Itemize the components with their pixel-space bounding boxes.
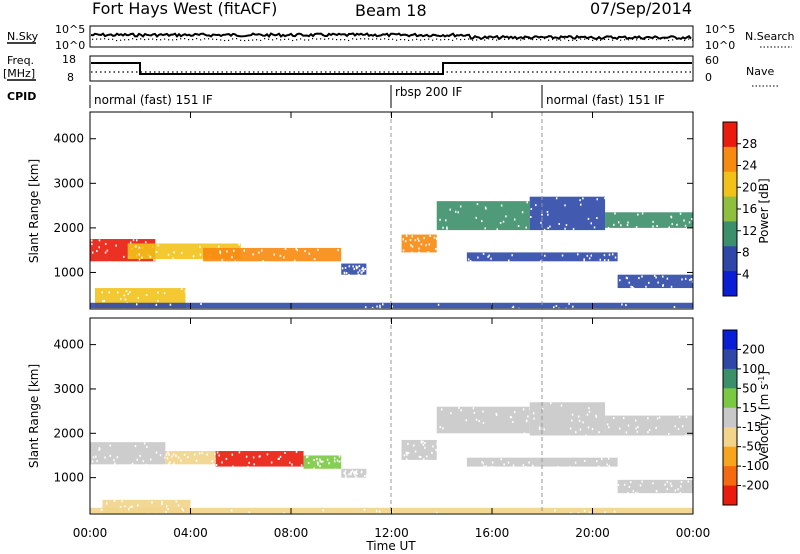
- nave-tick-bottom: 0: [705, 71, 712, 84]
- time-xtick-5: 20:00: [575, 526, 610, 540]
- velocity-band-10: [617, 479, 693, 494]
- freq-tick-top: 18: [62, 53, 76, 66]
- cpid-segment-3: normal (fast) 151 IF: [546, 93, 665, 107]
- time-xtick-2: 08:00: [274, 526, 309, 540]
- nsky-trace: [90, 32, 692, 41]
- velocity-colorbar-swatch-4: [723, 407, 737, 428]
- nsky-tick-bottom: 10^0: [55, 39, 85, 52]
- time-xtick-4: 16:00: [475, 526, 510, 540]
- velocity-colorbar-tick-1: -100: [742, 459, 769, 473]
- nsearch-label: N.Search: [745, 30, 795, 43]
- date-title: 07/Sep/2014: [590, 0, 692, 18]
- freq-tick-bottom: 8: [67, 71, 74, 84]
- velocity-colorbar-swatch-3: [723, 388, 737, 409]
- power-colorbar-tick-5: 24: [742, 159, 757, 173]
- velocity-ytick-3: 4000: [53, 338, 84, 352]
- velocity-colorbar-swatch-8: [723, 485, 737, 506]
- velocity-y-label: Slant Range [km]: [27, 364, 41, 468]
- power-band-9: [466, 252, 618, 262]
- nave-tick-top: 60: [705, 54, 719, 67]
- nsky-tick-top: 10^5: [55, 23, 85, 36]
- velocity-colorbar-swatch-0: [723, 330, 737, 350]
- power-ytick-2: 3000: [53, 176, 84, 190]
- time-xtick-3: 12:00: [374, 526, 409, 540]
- power-colorbar-tick-3: 16: [742, 202, 757, 216]
- velocity-band-1: [165, 451, 216, 465]
- velocity-band-0: [90, 442, 166, 465]
- time-xtick-0: 00:00: [73, 526, 108, 540]
- nsearch-trace: [92, 38, 694, 42]
- velocity-band-8: [605, 415, 693, 436]
- power-colorbar-tick-1: 8: [742, 246, 750, 260]
- velocity-colorbar-swatch-6: [723, 446, 737, 467]
- power-colorbar-tick-6: 28: [742, 137, 757, 151]
- power-colorbar-swatch-2: [723, 171, 737, 198]
- freq-trace: [91, 62, 692, 75]
- power-ytick-1: 2000: [53, 221, 84, 235]
- power-colorbar-swatch-6: [723, 271, 737, 297]
- power-colorbar: 4 8 12 16 20 24 28: [722, 121, 757, 297]
- velocity-band-9: [466, 457, 618, 467]
- power-y-axis: 1000 2000 3000 4000: [53, 132, 693, 279]
- power-colorbar-swatch-5: [723, 246, 737, 272]
- power-ytick-0: 1000: [53, 265, 84, 279]
- power-band-3: [203, 247, 342, 262]
- velocity-colorbar-swatch-5: [723, 427, 737, 448]
- cpid-segment-2: rbsp 200 IF: [395, 85, 462, 99]
- velocity-colorbar-swatch-7: [723, 466, 737, 487]
- velocity-ytick-0: 1000: [53, 471, 84, 485]
- power-y-label: Slant Range [km]: [27, 159, 41, 263]
- velocity-band-5: [401, 439, 437, 460]
- time-x-axis: 00:00 04:00 08:00 12:00 16:00 20:00 00:00: [73, 112, 711, 540]
- velocity-colorbar-tick-6: 100: [742, 362, 765, 376]
- power-colorbar-swatch-3: [723, 196, 737, 222]
- velocity-colorbar-swatch-2: [723, 368, 737, 389]
- time-xtick-1: 04:00: [173, 526, 208, 540]
- time-xtick-6: 00:00: [676, 526, 711, 540]
- time-x-label: Time UT: [365, 539, 416, 553]
- power-colorbar-swatch-1: [723, 146, 737, 173]
- velocity-colorbar-tick-3: -15: [742, 420, 762, 434]
- station-title: Fort Hays West (fitACF): [92, 0, 277, 18]
- nsearch-tick-top: 10^5: [705, 23, 735, 36]
- power-band-6: [436, 201, 530, 231]
- power-band-7: [529, 196, 606, 231]
- freq-panel: Freq. [MHz] 18 8 60 0 Nave: [3, 53, 780, 87]
- nsky-label: N.Sky: [7, 30, 39, 43]
- nave-label: Nave: [746, 65, 774, 78]
- velocity-band-7: [529, 402, 606, 436]
- velocity-colorbar-label: Velocity [m s-1]: [757, 371, 771, 461]
- beam-title: Beam 18: [355, 1, 427, 20]
- freq-unit: [MHz]: [3, 67, 35, 80]
- cpid-label: CPID: [7, 90, 36, 103]
- nsky-panel: N.Sky 10^5 10^0 10^5 10^0 N.Search: [7, 23, 795, 52]
- nsearch-tick-bottom: 10^0: [705, 39, 735, 52]
- velocity-ytick-2: 3000: [53, 382, 84, 396]
- cpid-row: CPID normal (fast) 151 IF rbsp 200 IF no…: [7, 85, 665, 108]
- power-colorbar-tick-4: 20: [742, 180, 757, 194]
- power-colorbar-label: Power [dB]: [757, 178, 771, 243]
- velocity-colorbar-tick-4: 15: [742, 401, 757, 415]
- power-colorbar-swatch-4: [723, 221, 737, 247]
- velocity-y-axis: 1000 2000 3000 4000: [53, 338, 693, 485]
- velocity-colorbar-swatch-1: [723, 349, 737, 370]
- freq-label: Freq.: [7, 54, 34, 67]
- power-band-10: [617, 274, 693, 289]
- power-panel: 1000 2000 3000 4000 Slant Range [km] 4 8 12 16…: [27, 111, 771, 310]
- power-colorbar-swatch-0: [723, 122, 737, 148]
- power-band-5: [401, 234, 437, 253]
- velocity-colorbar: -200 -100 -50 -15 15 50 100 200: [722, 329, 769, 506]
- velocity-colorbar-tick-2: -50: [742, 440, 762, 454]
- cpid-segment-1: normal (fast) 151 IF: [94, 93, 213, 107]
- power-colorbar-tick-2: 12: [742, 224, 757, 238]
- power-colorbar-tick-0: 4: [742, 267, 750, 281]
- velocity-colorbar-tick-7: 200: [742, 342, 765, 356]
- velocity-band-2: [215, 451, 304, 467]
- velocity-ytick-1: 2000: [53, 426, 84, 440]
- velocity-colorbar-tick-5: 50: [742, 381, 757, 395]
- velocity-colorbar-tick-0: -200: [742, 479, 769, 493]
- power-ytick-3: 4000: [53, 132, 84, 146]
